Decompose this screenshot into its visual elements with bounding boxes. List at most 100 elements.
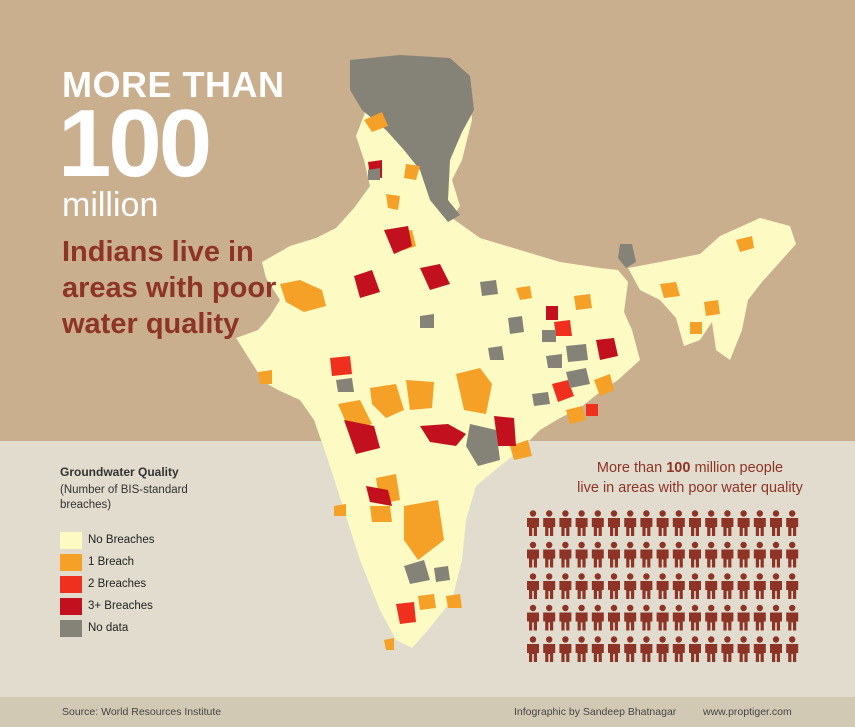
legend-label: No Breaches [88,534,155,546]
footer-bar [0,697,855,727]
person-icon [591,636,604,662]
footer-website: www.proptiger.com [703,706,792,718]
person-icon [656,573,669,599]
person-icon [559,510,572,536]
legend-label: 3+ Breaches [88,600,153,612]
person-icon [689,541,701,568]
person-icon [786,510,799,536]
person-icon [559,636,572,662]
person-icon [753,541,766,568]
person-icon [640,604,653,631]
person-icon [543,636,556,662]
person-icon [689,510,701,536]
headline-prefix: MORE THAN [62,64,285,105]
person-icon [575,573,588,599]
person-icon [672,573,685,599]
person-icon [527,636,539,662]
person-icon [753,636,766,662]
person-icon [640,573,653,599]
legend-item-1-breach: 1 Breach [60,551,154,573]
person-icon [575,636,588,662]
legend-item-no-data: No data [60,617,154,639]
india-map [236,55,796,650]
person-icon [591,510,604,536]
person-icon [527,510,539,536]
person-icon [527,604,539,631]
stat-prefix: More than [596,460,663,476]
person-icon [656,510,669,536]
stat-number: 100 [666,460,691,476]
person-icon [624,604,637,631]
person-icon [770,573,782,599]
person-icon [527,573,539,599]
person-icon [737,636,750,662]
legend-item-2-breaches: 2 Breaches [60,573,154,595]
person-icon [721,541,734,568]
person-icon [575,604,588,631]
person-icon [753,510,766,536]
person-icon [753,604,766,631]
person-icon [786,636,799,662]
person-icon [543,510,556,536]
person-icon [737,510,750,536]
person-icon [543,541,556,568]
person-icon [705,604,718,631]
person-icon [753,573,766,599]
nodata-region [618,244,636,268]
person-icon [721,604,734,631]
person-icon [608,636,620,662]
legend-title: Groundwater Quality [60,465,179,479]
legend-swatch [60,553,82,571]
three-plus-breach-regions [344,160,618,506]
northeast-shape [628,218,796,360]
legend-label: 1 Breach [88,556,135,568]
person-icon [705,636,718,662]
legend-swatch [60,575,82,593]
person-icon [737,604,750,631]
person-icon [608,510,620,536]
person-icon [721,636,734,662]
person-icon [689,604,701,631]
person-icon [672,604,685,631]
person-icon [770,636,782,662]
person-icon [543,604,556,631]
person-icon [705,573,718,599]
person-icon [608,541,620,568]
person-icon [624,573,637,599]
legend-label: No data [88,622,129,634]
person-icon [721,573,734,599]
person-icon [737,573,750,599]
legend: No Breaches 1 Breach 2 Breaches 3+ Breac… [60,529,154,639]
stat-line-1: More than 100 million people [520,460,855,476]
person-icon [672,636,685,662]
person-icon [786,573,799,599]
legend-swatch [60,597,82,615]
person-icon [737,541,750,568]
person-icon [608,604,620,631]
person-icon [656,604,669,631]
person-icon [624,510,637,536]
person-icon [608,573,620,599]
legend-swatch [60,531,82,549]
headline-number: 100 [58,90,212,197]
person-icon [770,604,782,631]
person-icon [527,541,539,568]
legend-item-no-breaches: No Breaches [60,529,154,551]
person-icon [559,604,572,631]
headline-unit: million [62,186,159,224]
stat-suffix: million people [694,460,784,476]
headline-subtitle: Indians live in areas with poor water qu… [62,236,277,340]
person-icon [721,510,734,536]
kashmir-region [350,55,474,222]
person-icon [640,510,653,536]
person-icon [770,541,782,568]
person-icon [575,541,588,568]
person-icon [705,541,718,568]
person-icon [786,541,799,568]
legend-subtitle: (Number of BIS-standard breaches) [60,484,188,511]
person-icon [656,636,669,662]
person-icon [770,510,782,536]
person-icon [672,541,685,568]
person-icon [689,636,701,662]
legend-label: 2 Breaches [88,578,147,590]
